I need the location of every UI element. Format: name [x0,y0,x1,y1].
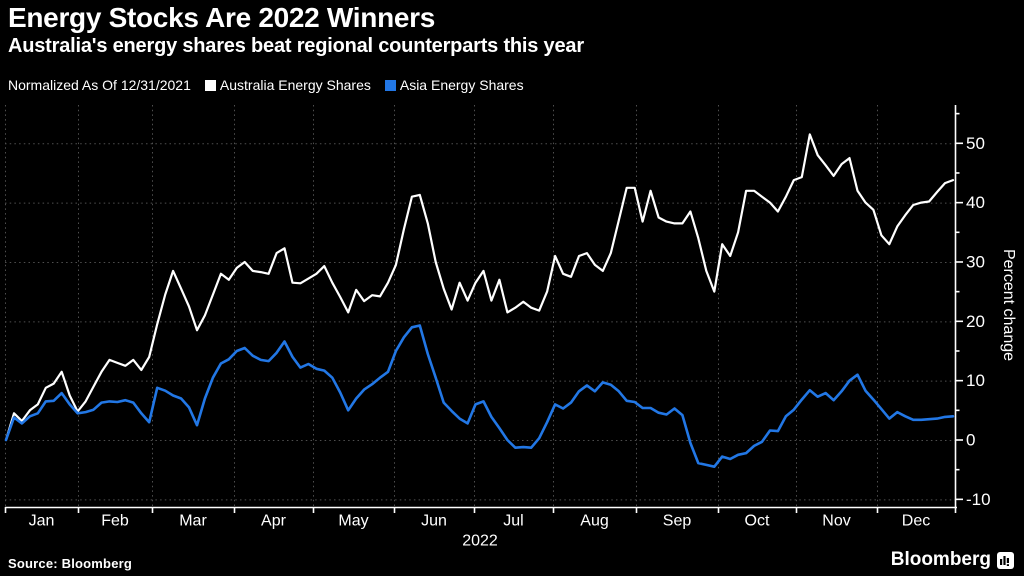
year-label: 2022 [462,532,498,549]
y-tick-label-40: 40 [966,193,985,212]
header: Energy Stocks Are 2022 Winners Australia… [8,3,584,58]
legend-item-australia-energy-shares: Australia Energy Shares [204,77,371,93]
series-line-asia-energy-shares [4,324,955,468]
month-label-apr: Apr [261,512,287,529]
legend-swatch [384,79,396,91]
month-label-mar: Mar [179,512,207,529]
chart-title: Energy Stocks Are 2022 Winners [8,2,436,33]
brand-logo: Bloomberg [891,549,1014,571]
y-tick-label-20: 20 [966,312,985,331]
axes [4,105,963,513]
y-axis-title: Percent change [1000,249,1017,361]
y-tick-label-0: 0 [966,431,975,450]
month-label-jan: Jan [29,512,55,529]
y-tick-label-50: 50 [966,134,985,153]
month-label-sep: Sep [663,512,692,529]
month-label-feb: Feb [101,512,129,529]
legend-item-label: Asia Energy Shares [399,77,524,93]
month-label-nov: Nov [822,512,850,529]
month-label-may: May [338,512,368,529]
y-tick-label-10: 10 [966,371,985,390]
y-tick-label--10: -10 [966,490,991,509]
y-tick-label-30: 30 [966,252,985,271]
legend: Normalized As Of 12/31/2021 Australia En… [8,77,524,93]
legend-item-asia-energy-shares: Asia Energy Shares [384,77,524,93]
month-label-dec: Dec [902,512,930,529]
brand-wordmark: Bloomberg [890,549,991,570]
gridlines [5,105,955,507]
month-label-jun: Jun [421,512,447,529]
month-label-aug: Aug [580,512,608,529]
month-label-jul: Jul [503,512,523,529]
legend-item-label: Australia Energy Shares [219,77,371,93]
source-label: Source: Bloomberg [8,556,133,571]
legend-swatch [204,79,216,91]
chart-subtitle: Australia's energy shares beat regional … [8,35,584,58]
bloomberg-terminal-icon [997,551,1014,569]
series-line-australia-energy-shares [4,133,955,442]
normalization-note: Normalized As Of 12/31/2021 [8,77,191,93]
month-label-oct: Oct [745,512,770,529]
